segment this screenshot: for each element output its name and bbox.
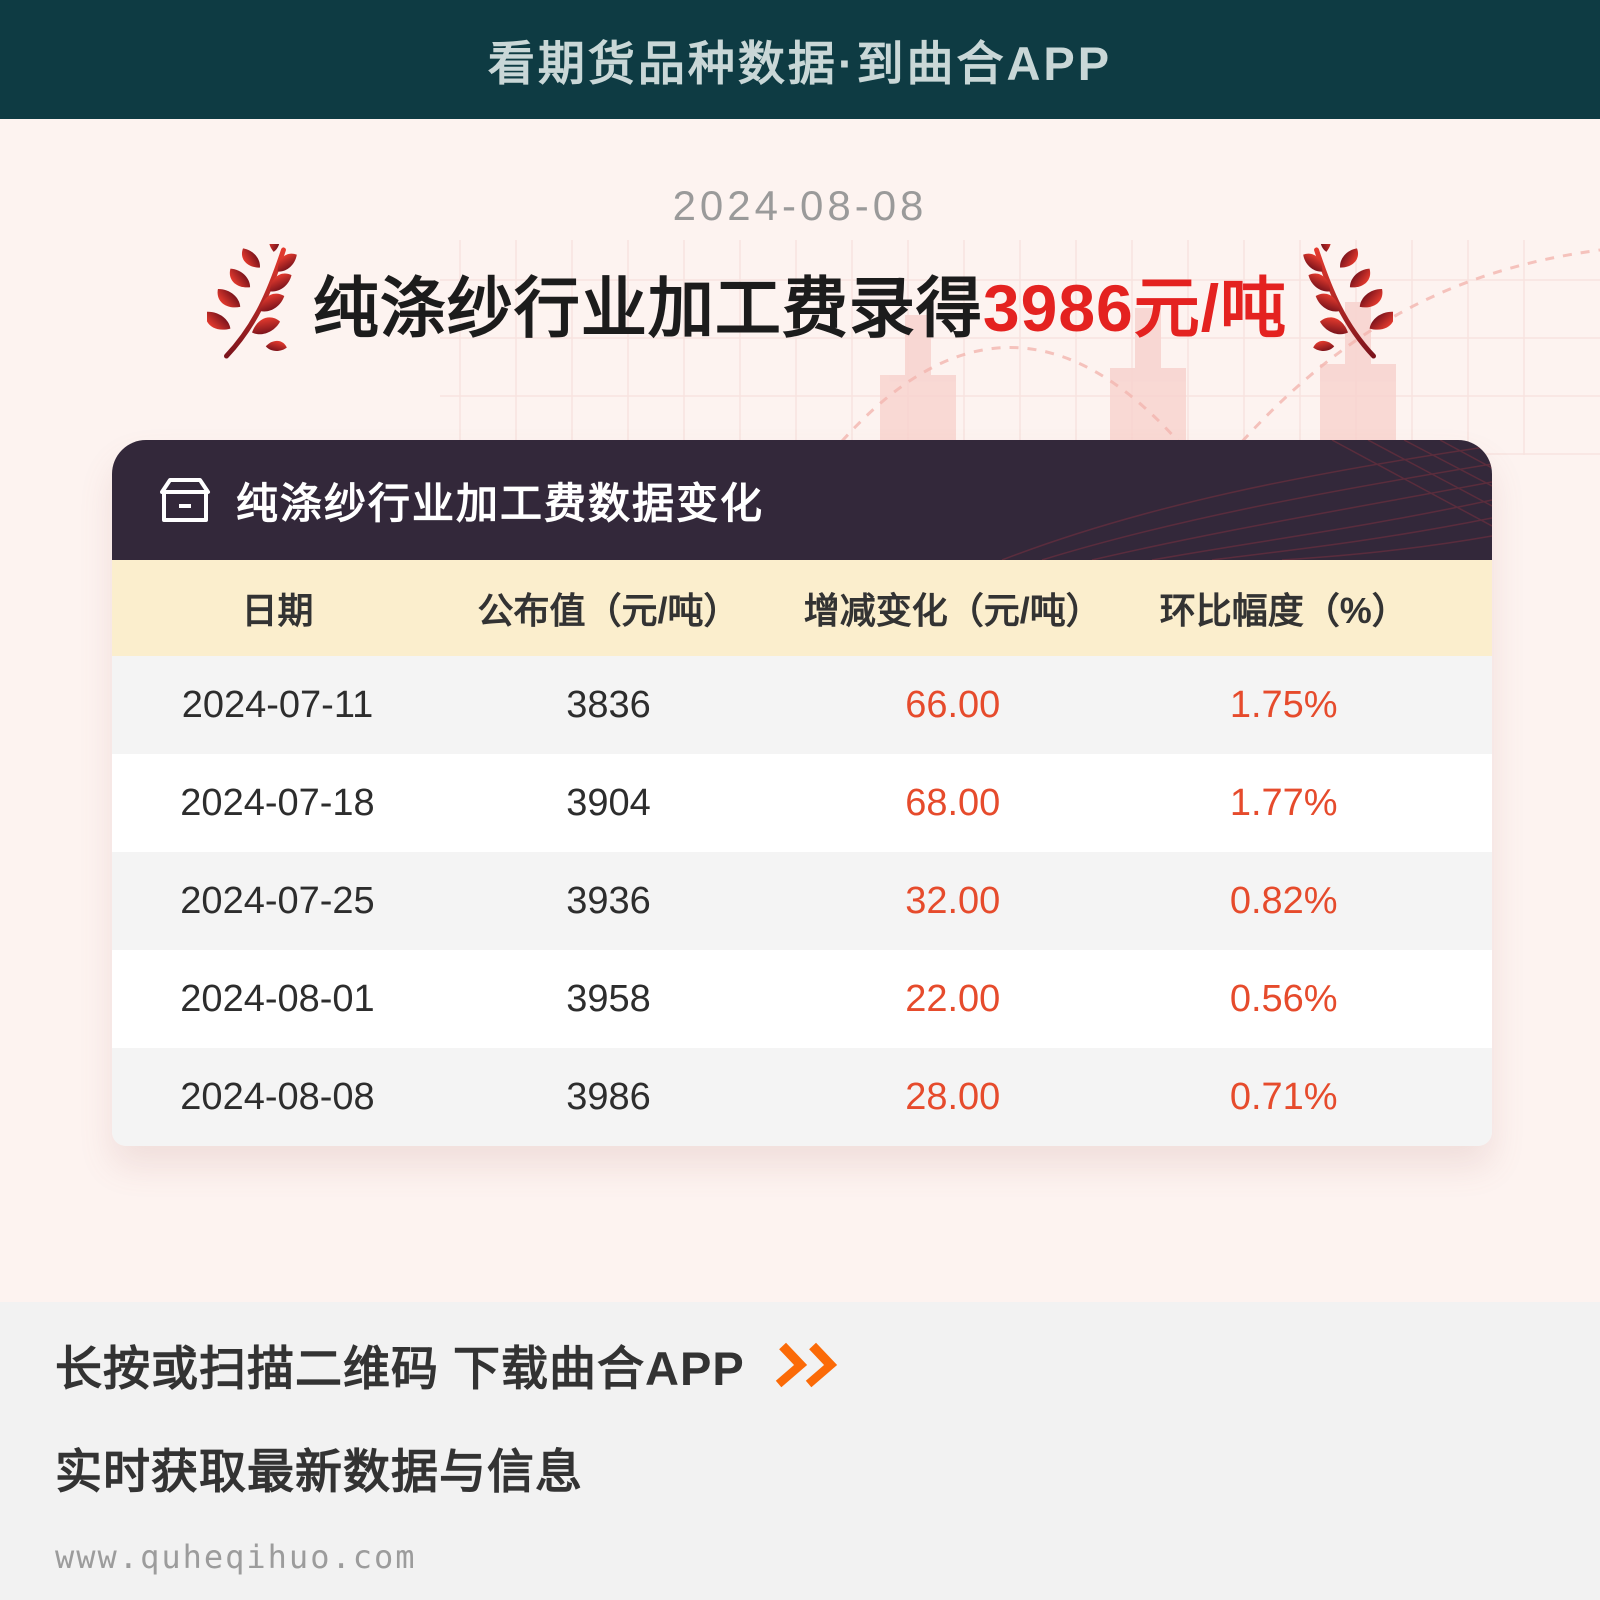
col-header-date: 日期	[241, 590, 314, 631]
cell-date: 2024-07-18	[180, 781, 375, 824]
headline-text: 纯涤纱行业加工费录得3986元/吨	[313, 255, 1287, 351]
banner-title: 看期货品种数据·到曲合APP	[487, 37, 1113, 90]
headline-value: 3986元/吨	[982, 271, 1288, 345]
data-card: 纯涤纱行业加工费数据变化 日期 公布值（元/吨） 增减变化（元/吨） 环比幅度（…	[112, 440, 1492, 1146]
table-header-row: 日期 公布值（元/吨） 增减变化（元/吨） 环比幅度（%）	[112, 560, 1492, 656]
wheat-ear-icon	[1303, 244, 1394, 359]
top-banner: 看期货品种数据·到曲合APP	[0, 0, 1600, 119]
cell-change: 32.00	[905, 879, 1001, 922]
website-url: www.quheqihuo.com	[55, 1538, 417, 1576]
cell-pct: 1.75%	[1229, 683, 1338, 726]
cell-value: 3836	[566, 683, 651, 726]
footer-text-block: 长按或扫描二维码 下载曲合APP 实时获取最新数据与信息 www.quheqih…	[55, 1330, 845, 1576]
download-cta-label: 长按或扫描二维码 下载曲合APP	[55, 1342, 745, 1395]
cell-date: 2024-07-11	[181, 683, 374, 726]
col-header-pct: 环比幅度（%）	[1159, 590, 1408, 631]
headline-prefix: 纯涤纱行业加工费录得	[312, 271, 983, 345]
cell-pct: 1.77%	[1229, 781, 1338, 824]
cell-value: 3986	[566, 1075, 651, 1118]
download-cta: 长按或扫描二维码 下载曲合APP	[55, 1330, 845, 1399]
card-title: 纯涤纱行业加工费数据变化	[236, 479, 765, 527]
card-header-curve-decoration	[1001, 440, 1492, 560]
table-row: 2024-08-08 3986 28.00 0.71%	[112, 1048, 1492, 1146]
table-row: 2024-08-01 3958 22.00 0.56%	[112, 950, 1492, 1048]
cell-change: 66.00	[905, 683, 1001, 726]
cell-date: 2024-07-25	[180, 879, 375, 922]
col-header-change: 增减变化（元/吨）	[803, 590, 1102, 631]
cell-pct: 0.82%	[1229, 879, 1338, 922]
cell-value: 3936	[566, 879, 651, 922]
cell-change: 28.00	[905, 1075, 1001, 1118]
wheat-ear-icon	[206, 244, 297, 359]
table-row: 2024-07-11 3836 66.00 1.75%	[112, 656, 1492, 754]
cell-value: 3904	[566, 781, 651, 824]
report-date: 2024-08-08	[672, 182, 928, 229]
footer: 长按或扫描二维码 下载曲合APP 实时获取最新数据与信息 www.quheqih…	[0, 1302, 1600, 1600]
cell-value: 3958	[566, 977, 651, 1020]
cell-date: 2024-08-08	[180, 1075, 375, 1118]
double-chevron-icon	[775, 1342, 837, 1387]
footer-tagline: 实时获取最新数据与信息	[55, 1445, 583, 1498]
card-header: 纯涤纱行业加工费数据变化	[112, 440, 1492, 560]
box-archive-icon	[160, 478, 210, 522]
cell-pct: 0.71%	[1229, 1075, 1338, 1118]
table-row: 2024-07-25 3936 32.00 0.82%	[112, 852, 1492, 950]
cell-date: 2024-08-01	[180, 977, 375, 1020]
headline: 纯涤纱行业加工费录得3986元/吨	[0, 244, 1600, 362]
table-row: 2024-07-18 3904 68.00 1.77%	[112, 754, 1492, 852]
cell-change: 68.00	[905, 781, 1001, 824]
cell-change: 22.00	[905, 977, 1001, 1020]
cell-pct: 0.56%	[1229, 977, 1338, 1020]
col-header-value: 公布值（元/吨）	[477, 590, 740, 631]
